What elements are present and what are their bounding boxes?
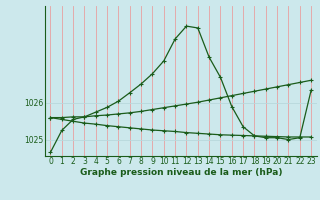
X-axis label: Graphe pression niveau de la mer (hPa): Graphe pression niveau de la mer (hPa) [80, 168, 282, 177]
